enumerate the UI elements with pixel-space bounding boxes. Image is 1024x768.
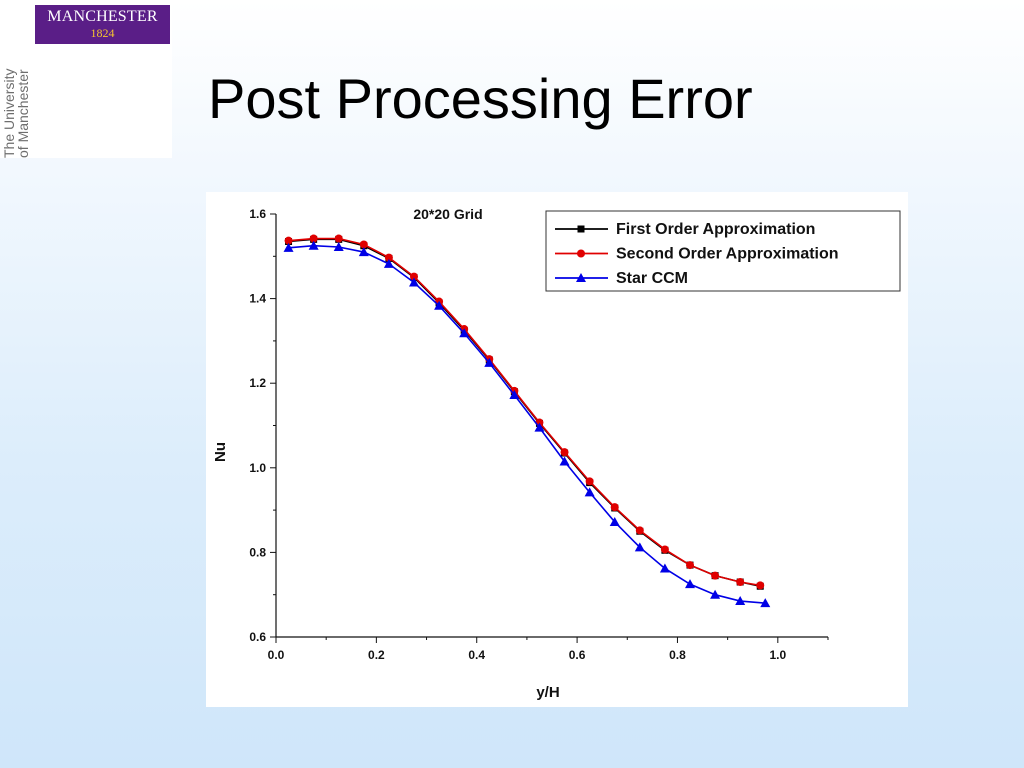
second-order-point	[560, 448, 569, 457]
second-order-line	[288, 237, 761, 587]
y-tick-label: 1.0	[249, 461, 266, 475]
y-tick-label: 1.2	[249, 376, 266, 390]
legend-marker-first-order	[577, 225, 585, 233]
star-ccm-point	[484, 357, 495, 367]
x-tick-label: 0.4	[468, 648, 485, 662]
x-axis-label: y/H	[536, 684, 559, 701]
second-order-point	[635, 526, 644, 535]
y-tick-label: 1.6	[249, 207, 266, 221]
star-ccm-series	[283, 240, 771, 608]
star-ccm-point	[308, 240, 319, 250]
y-tick-label: 0.8	[249, 545, 266, 559]
legend: First Order Approximation Second Order Ap…	[545, 210, 901, 292]
second-order-point	[359, 240, 368, 249]
star-ccm-point	[760, 598, 771, 608]
second-order-point	[686, 561, 694, 570]
x-tick-label: 0.2	[368, 648, 385, 662]
x-tick-label: 0.8	[669, 648, 686, 662]
chart-title: 20*20 Grid	[413, 206, 482, 222]
star-ccm-point	[559, 456, 570, 466]
star-ccm-point	[685, 579, 695, 589]
second-order-point	[610, 503, 619, 512]
second-order-point	[585, 477, 594, 486]
second-order-point	[711, 571, 720, 580]
legend-label-second-order: Second Order Approximation	[616, 246, 839, 263]
second-order-point	[309, 234, 318, 243]
star-ccm-point	[659, 563, 670, 573]
x-tick-label: 0.0	[268, 648, 285, 662]
second-order-point	[736, 578, 745, 587]
star-ccm-line	[288, 244, 766, 604]
university-logo-block: MANCHESTER 1824 The University of Manche…	[0, 0, 172, 158]
y-tick-label: 1.4	[249, 292, 266, 306]
star-ccm-point	[383, 258, 394, 268]
star-ccm-point	[333, 241, 344, 251]
logo-year: 1824	[90, 26, 115, 40]
slide-title: Post Processing Error	[208, 67, 753, 130]
star-ccm-point	[358, 247, 369, 257]
second-order-point	[384, 253, 393, 262]
second-order-point	[410, 272, 418, 281]
star-ccm-point	[409, 277, 419, 287]
legend-marker-star-ccm	[576, 273, 586, 282]
star-ccm-point	[534, 422, 545, 432]
x-tick-label: 0.6	[569, 648, 586, 662]
x-tick-label: 1.0	[769, 648, 786, 662]
y-axis-label: Nu	[212, 442, 229, 462]
second-order-point	[756, 581, 765, 590]
star-ccm-point	[735, 596, 746, 606]
star-ccm-point	[509, 390, 520, 400]
university-logo: MANCHESTER 1824	[35, 5, 170, 44]
star-ccm-point	[434, 300, 445, 310]
second-order-point	[284, 236, 293, 245]
second-order-point	[334, 234, 343, 243]
line-chart: 0.0 0.2 0.4 0.6 0.8 1.0 0.6 0.8 1.0 1.2 1.4 1.6 20*…	[212, 206, 901, 701]
star-ccm-point	[584, 487, 595, 497]
series-layer	[283, 234, 771, 608]
legend-label-first-order: First Order Approximation	[616, 221, 815, 238]
star-ccm-point	[459, 328, 470, 338]
axes: 0.0 0.2 0.4 0.6 0.8 1.0 0.6 0.8 1.0 1.2 1.4 1.6	[249, 207, 829, 662]
chart-panel: 0.0 0.2 0.4 0.6 0.8 1.0 0.6 0.8 1.0 1.2 1.4 1.6 20*…	[206, 192, 908, 707]
university-line-2: of Manchester	[15, 69, 31, 158]
logo-name: MANCHESTER	[47, 8, 158, 25]
legend-marker-second-order	[577, 249, 585, 258]
second-order-point	[660, 545, 669, 554]
university-line-1: The University	[1, 68, 17, 158]
second-order-series	[284, 234, 765, 590]
star-ccm-point	[609, 516, 620, 526]
star-ccm-point	[710, 589, 721, 599]
university-wordmark: The University of Manchester	[1, 46, 31, 158]
star-ccm-point	[634, 542, 645, 552]
y-tick-label: 0.6	[249, 630, 266, 644]
legend-label-star-ccm: Star CCM	[616, 270, 688, 287]
star-ccm-point	[283, 242, 294, 252]
